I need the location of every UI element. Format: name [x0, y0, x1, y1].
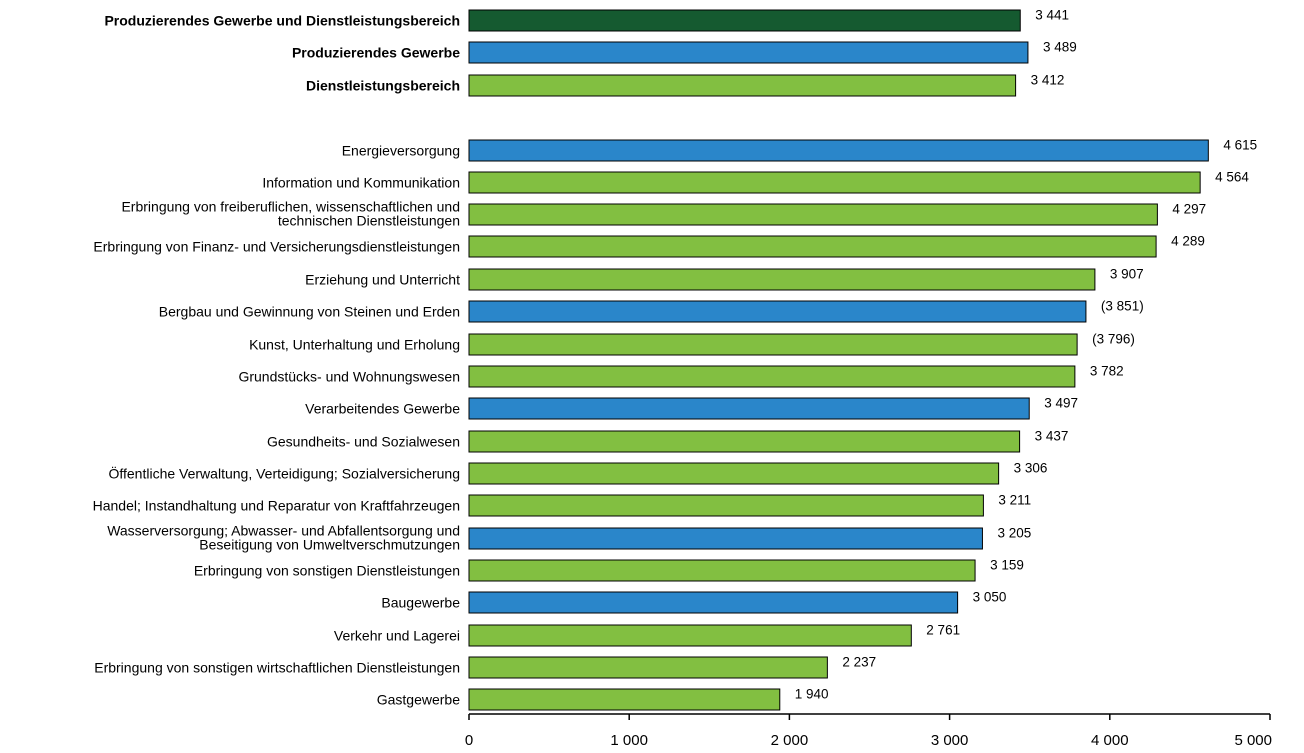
category-label: Verarbeitendes Gewerbe: [305, 401, 460, 417]
category-label: Erbringung von freiberuflichen, wissensc…: [121, 199, 460, 229]
category-label: Verkehr und Lagerei: [334, 628, 460, 644]
value-label: 3 907: [1110, 267, 1144, 282]
value-label: 3 441: [1035, 8, 1069, 23]
value-label: 3 306: [1014, 461, 1048, 476]
bar: [468, 430, 1021, 453]
bar: [468, 624, 912, 647]
value-label: 3 489: [1043, 40, 1077, 55]
value-label: 4 297: [1172, 202, 1206, 217]
category-label: Erbringung von Finanz- und Versicherungs…: [93, 239, 460, 255]
value-label: 3 205: [997, 526, 1031, 541]
value-label: 2 761: [926, 623, 960, 638]
x-axis: 0 1 000 2 000 3 000 4 000 5 000: [465, 713, 1272, 749]
bar: [468, 235, 1157, 258]
category-label: Erbringung von sonstigen Dienstleistunge…: [194, 563, 460, 579]
bar: [468, 591, 959, 614]
value-label: 3 159: [990, 558, 1024, 573]
category-label: Information und Kommunikation: [262, 175, 460, 191]
category-label: Produzierendes Gewerbe: [292, 45, 460, 61]
x-tick-label: 5 000: [1234, 732, 1272, 749]
bar: [468, 74, 1017, 97]
category-label: Produzierendes Gewerbe und Dienstleistun…: [104, 13, 460, 29]
bar: [468, 494, 984, 517]
category-label: Kunst, Unterhaltung und Erholung: [249, 337, 460, 353]
bar: [468, 41, 1029, 64]
bar: [468, 397, 1030, 420]
category-label: Dienstleistungsbereich: [306, 78, 460, 94]
bar: [468, 171, 1201, 194]
category-label: Öffentliche Verwaltung, Verteidigung; So…: [108, 465, 460, 482]
bar: [468, 656, 828, 679]
x-tick-label: 4 000: [1091, 732, 1129, 749]
category-label: Gastgewerbe: [377, 692, 460, 708]
value-label: (3 851): [1101, 299, 1144, 314]
value-label: 3 437: [1035, 429, 1069, 444]
value-label: 4 289: [1171, 234, 1205, 249]
category-label: Gesundheits- und Sozialwesen: [267, 434, 460, 450]
bar: [468, 365, 1076, 388]
bar: [468, 300, 1087, 323]
bar: [468, 559, 976, 582]
bar: [468, 268, 1096, 291]
category-label: Wasserversorgung; Abwasser- und Abfallen…: [107, 523, 460, 553]
category-label: Grundstücks- und Wohnungswesen: [238, 369, 460, 385]
bar: [468, 462, 1000, 485]
value-labels: 3 441 3 489 3 412 4 615 4 564 4 297 4 289 3 907…: [795, 8, 1257, 702]
category-label: Erbringung von sonstigen wirtschaftliche…: [94, 660, 460, 676]
bar: [468, 9, 1021, 32]
x-tick-label: 2 000: [771, 732, 809, 749]
bar: [468, 203, 1158, 226]
value-label: 3 782: [1090, 364, 1124, 379]
bar: [468, 688, 781, 711]
value-label: 4 564: [1215, 170, 1249, 185]
bars: [468, 9, 1209, 711]
bar: [468, 139, 1209, 162]
value-label: 2 237: [842, 655, 876, 670]
bar: [468, 333, 1078, 356]
x-tick-label: 1 000: [610, 732, 648, 749]
category-label: Handel; Instandhaltung und Reparatur von…: [93, 498, 460, 514]
category-labels: Produzierendes Gewerbe und Dienstleistun…: [93, 13, 461, 708]
category-label: Erziehung und Unterricht: [305, 272, 460, 288]
value-label: 3 050: [973, 590, 1007, 605]
value-label: 1 940: [795, 687, 829, 702]
category-label: Bergbau und Gewinnung von Steinen und Er…: [159, 304, 460, 320]
category-label: Baugewerbe: [381, 595, 460, 611]
value-label: 3 211: [998, 493, 1031, 508]
value-label: 3 412: [1031, 73, 1065, 88]
value-label: 4 615: [1223, 138, 1257, 153]
value-label: 3 497: [1044, 396, 1078, 411]
x-tick-label: 3 000: [931, 732, 969, 749]
category-label: Energieversorgung: [342, 143, 460, 159]
bar: [468, 527, 983, 550]
x-tick-label: 0: [465, 732, 473, 749]
value-label: (3 796): [1092, 332, 1135, 347]
